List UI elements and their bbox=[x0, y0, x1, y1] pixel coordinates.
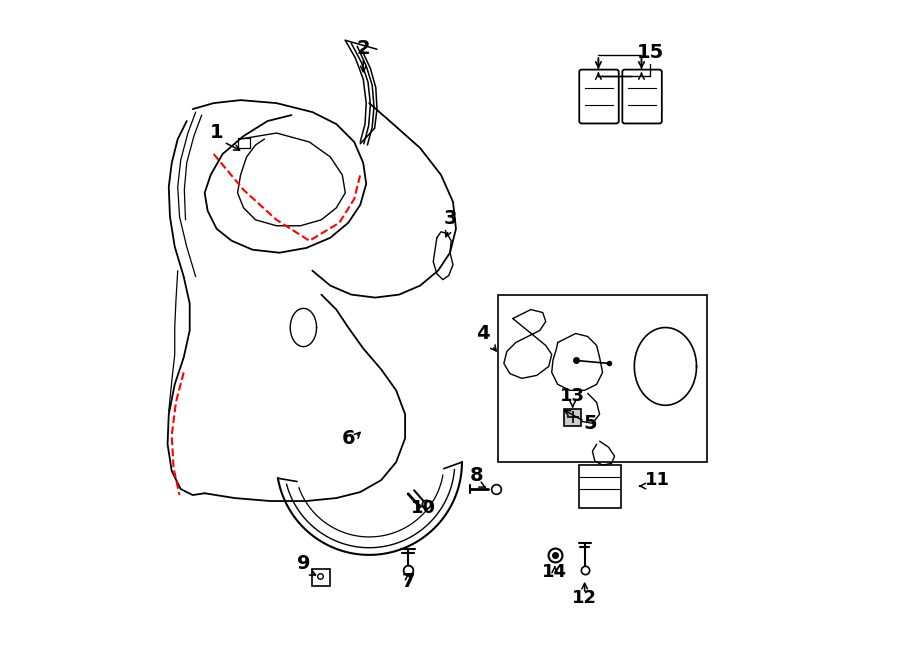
Text: 2: 2 bbox=[356, 39, 370, 58]
Text: 4: 4 bbox=[476, 325, 490, 344]
Bar bbox=[498, 295, 707, 462]
Text: 14: 14 bbox=[542, 563, 567, 581]
Text: 5: 5 bbox=[584, 414, 598, 433]
Text: 1: 1 bbox=[210, 123, 223, 142]
Bar bbox=[564, 409, 581, 426]
Text: 15: 15 bbox=[637, 43, 664, 62]
Text: 7: 7 bbox=[401, 572, 415, 591]
Text: 8: 8 bbox=[470, 466, 483, 485]
Text: 6: 6 bbox=[341, 429, 356, 448]
Text: 12: 12 bbox=[572, 589, 597, 607]
Text: 10: 10 bbox=[410, 499, 436, 517]
Text: 9: 9 bbox=[297, 554, 310, 572]
Bar bbox=[312, 569, 330, 586]
Text: 11: 11 bbox=[644, 471, 670, 489]
Text: 13: 13 bbox=[560, 387, 585, 405]
Text: 3: 3 bbox=[443, 209, 456, 228]
